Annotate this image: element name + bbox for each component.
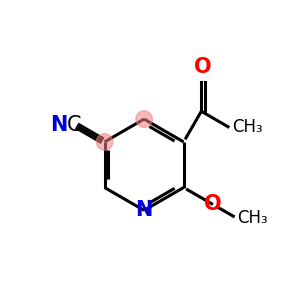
Circle shape [96, 134, 113, 150]
Text: CH₃: CH₃ [232, 118, 262, 136]
Text: CH₃: CH₃ [237, 209, 267, 227]
Circle shape [136, 111, 152, 127]
Text: N: N [50, 115, 67, 134]
Text: N: N [135, 200, 153, 220]
Text: O: O [204, 194, 222, 214]
Text: O: O [194, 57, 212, 77]
Text: C: C [67, 115, 82, 134]
